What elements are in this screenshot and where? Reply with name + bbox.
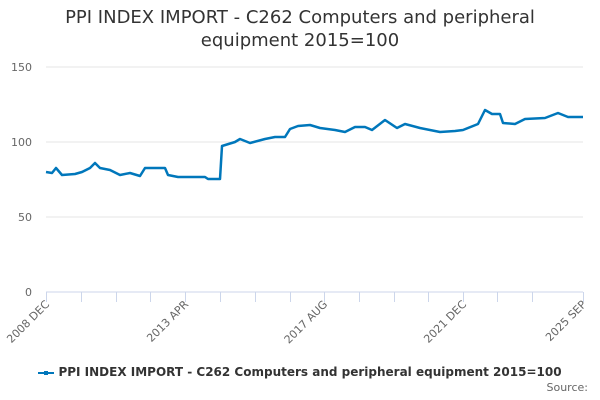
source-label: Source: [546,381,589,394]
y-tick-label: 100 [11,136,32,149]
x-tick-label: 2021 DEC [421,298,469,346]
legend-label: PPI INDEX IMPORT - C262 Computers and pe… [58,365,562,379]
x-axis: 2008 DEC 2013 APR 2017 AUG 2021 DEC 2025… [4,291,589,347]
y-tick-label: 50 [18,211,32,224]
chart-title: PPI INDEX IMPORT - C262 Computers and pe… [0,6,600,52]
y-tick-label: 0 [25,286,32,299]
gridlines [46,66,583,218]
x-tick-label: 2008 DEC [4,298,52,346]
x-axis-ticks [46,292,584,302]
x-tick-label: 2025 SEP [543,298,589,344]
chart-title-line-1: PPI INDEX IMPORT - C262 Computers and pe… [65,7,535,28]
series-line[interactable] [45,108,583,181]
chart-title-line-2: equipment 2015=100 [200,30,400,51]
x-tick-label: 2017 AUG [282,298,331,347]
x-tick-label: 2013 APR [144,298,191,345]
y-axis: 0 50 100 150 [11,61,32,299]
y-tick-label: 150 [11,61,32,74]
legend-item[interactable]: PPI INDEX IMPORT - C262 Computers and pe… [0,365,600,379]
legend-line-marker-icon [38,368,55,378]
